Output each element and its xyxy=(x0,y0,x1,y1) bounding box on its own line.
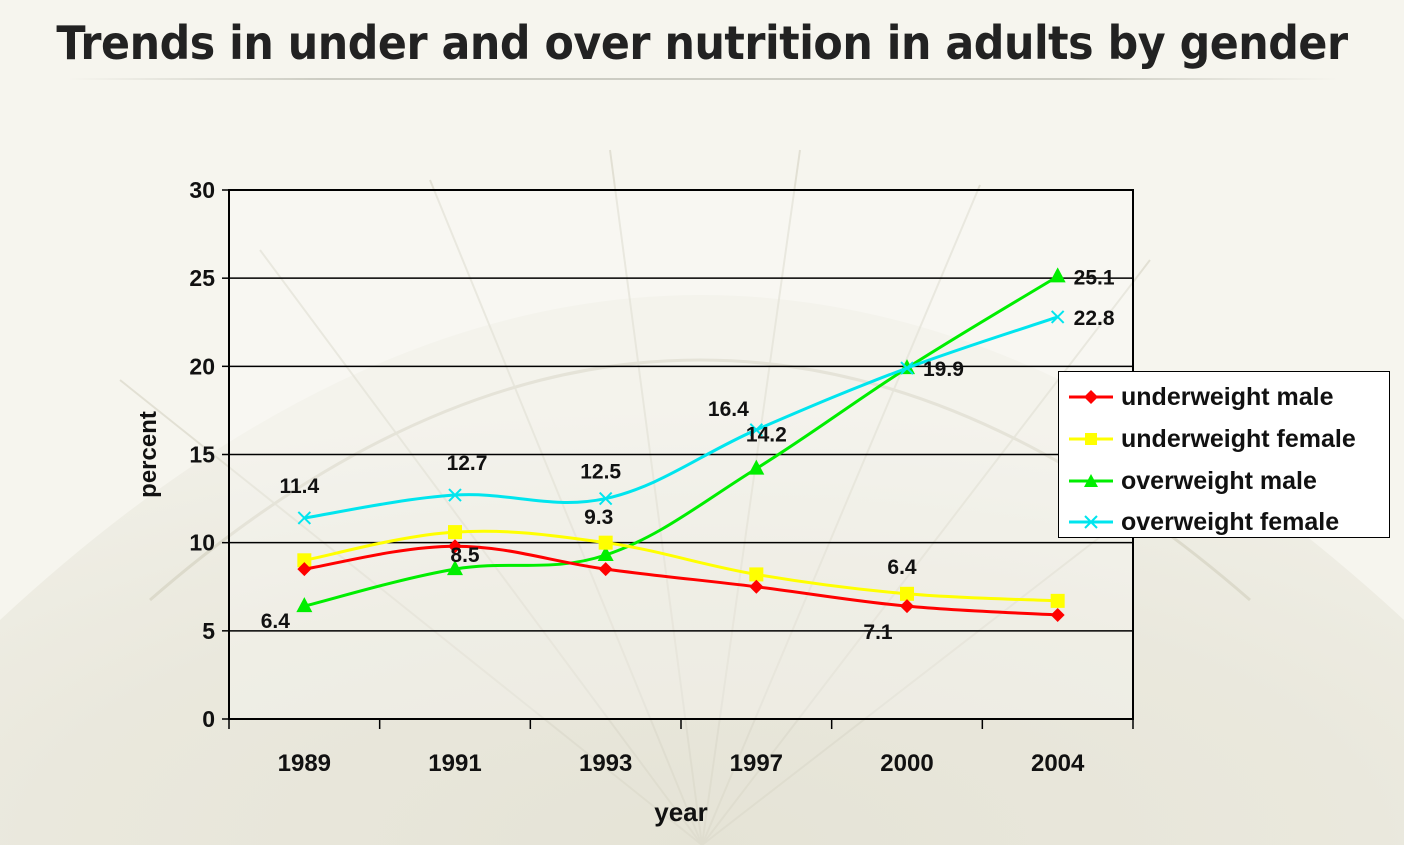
x-axis-title: year xyxy=(654,797,708,827)
x-tick-label: 1993 xyxy=(579,750,632,777)
data-point-overweight-female xyxy=(1050,310,1065,324)
legend-label: overweight male xyxy=(1121,466,1317,495)
data-label: 22.8 xyxy=(1074,307,1115,330)
y-tick-label: 30 xyxy=(189,177,215,203)
legend-swatch-underweight-male xyxy=(1069,390,1113,404)
data-point-overweight-female xyxy=(297,511,312,525)
data-point-underweight-female xyxy=(900,586,914,601)
data-point-underweight-male xyxy=(297,562,312,577)
data-point-underweight-male xyxy=(1050,607,1065,622)
y-tick-label: 15 xyxy=(189,442,215,468)
data-point-overweight-male xyxy=(597,546,614,562)
title-divider xyxy=(68,78,1338,80)
y-tick-label: 10 xyxy=(189,530,215,556)
data-label: 25.1 xyxy=(1074,266,1115,289)
data-label: 19.9 xyxy=(923,358,964,381)
data-point-overweight-male xyxy=(1049,267,1066,283)
data-label: 16.4 xyxy=(708,398,749,421)
data-label: 8.5 xyxy=(450,544,480,567)
y-tick-label: 0 xyxy=(202,706,215,732)
data-point-underweight-female xyxy=(1050,593,1065,608)
x-tick-label: 1997 xyxy=(730,750,783,777)
data-label: 7.1 xyxy=(863,621,893,644)
y-tick-label: 25 xyxy=(189,265,215,291)
legend-swatch-underweight-female xyxy=(1069,433,1113,445)
data-point-underweight-male xyxy=(900,599,914,614)
data-point-overweight-female xyxy=(749,423,764,437)
data-point-underweight-female xyxy=(749,567,764,582)
legend-label: underweight male xyxy=(1121,382,1334,411)
data-point-underweight-female xyxy=(598,535,613,550)
y-tick-label: 5 xyxy=(202,618,215,644)
series-line-overweight-female xyxy=(304,315,1059,520)
data-point-overweight-male xyxy=(447,560,463,576)
series-line-overweight-male xyxy=(303,275,1059,608)
data-point-underweight-male xyxy=(448,539,462,554)
data-label: 11.4 xyxy=(279,475,319,498)
data-label: 14.2 xyxy=(746,424,787,447)
data-point-underweight-male xyxy=(749,579,764,594)
data-label: 9.3 xyxy=(584,506,613,529)
data-point-underweight-female xyxy=(297,553,312,568)
legend-item-underweight-female: underweight female xyxy=(1067,424,1356,454)
data-point-overweight-female xyxy=(448,488,462,502)
legend-swatch-overweight-male xyxy=(1069,474,1113,487)
legend-item-overweight-female: overweight female xyxy=(1067,507,1339,537)
legend-swatch-overweight-female xyxy=(1069,515,1113,529)
y-tick-label: 20 xyxy=(189,353,215,379)
data-label: 12.5 xyxy=(580,461,621,484)
data-point-overweight-male xyxy=(296,597,313,613)
legend-item-overweight-male: overweight male xyxy=(1067,466,1317,496)
y-axis-title: percent xyxy=(135,411,162,498)
data-point-underweight-female xyxy=(448,525,462,540)
x-tick-label: 1991 xyxy=(428,750,481,777)
legend-label: overweight female xyxy=(1121,507,1340,536)
slide-title: Trends in under and over nutrition in ad… xyxy=(56,16,1348,70)
x-tick-label: 1989 xyxy=(278,750,331,777)
series-line-underweight-female xyxy=(304,529,1058,603)
x-tick-label: 2000 xyxy=(880,750,933,777)
data-label: 6.4 xyxy=(887,556,917,579)
x-tick-label: 2004 xyxy=(1031,750,1085,777)
series-line-underweight-male xyxy=(304,544,1058,617)
legend-item-underweight-male: underweight male xyxy=(1067,382,1334,412)
data-point-overweight-female xyxy=(598,491,613,506)
data-label: 6.4 xyxy=(261,610,291,633)
data-point-underweight-male xyxy=(598,562,613,577)
legend-label: underweight female xyxy=(1121,424,1356,453)
data-point-overweight-male xyxy=(748,459,765,475)
data-label: 12.7 xyxy=(447,452,488,475)
data-point-overweight-female xyxy=(900,361,914,375)
chart-legend: underweight male underweight female over… xyxy=(1058,371,1390,538)
